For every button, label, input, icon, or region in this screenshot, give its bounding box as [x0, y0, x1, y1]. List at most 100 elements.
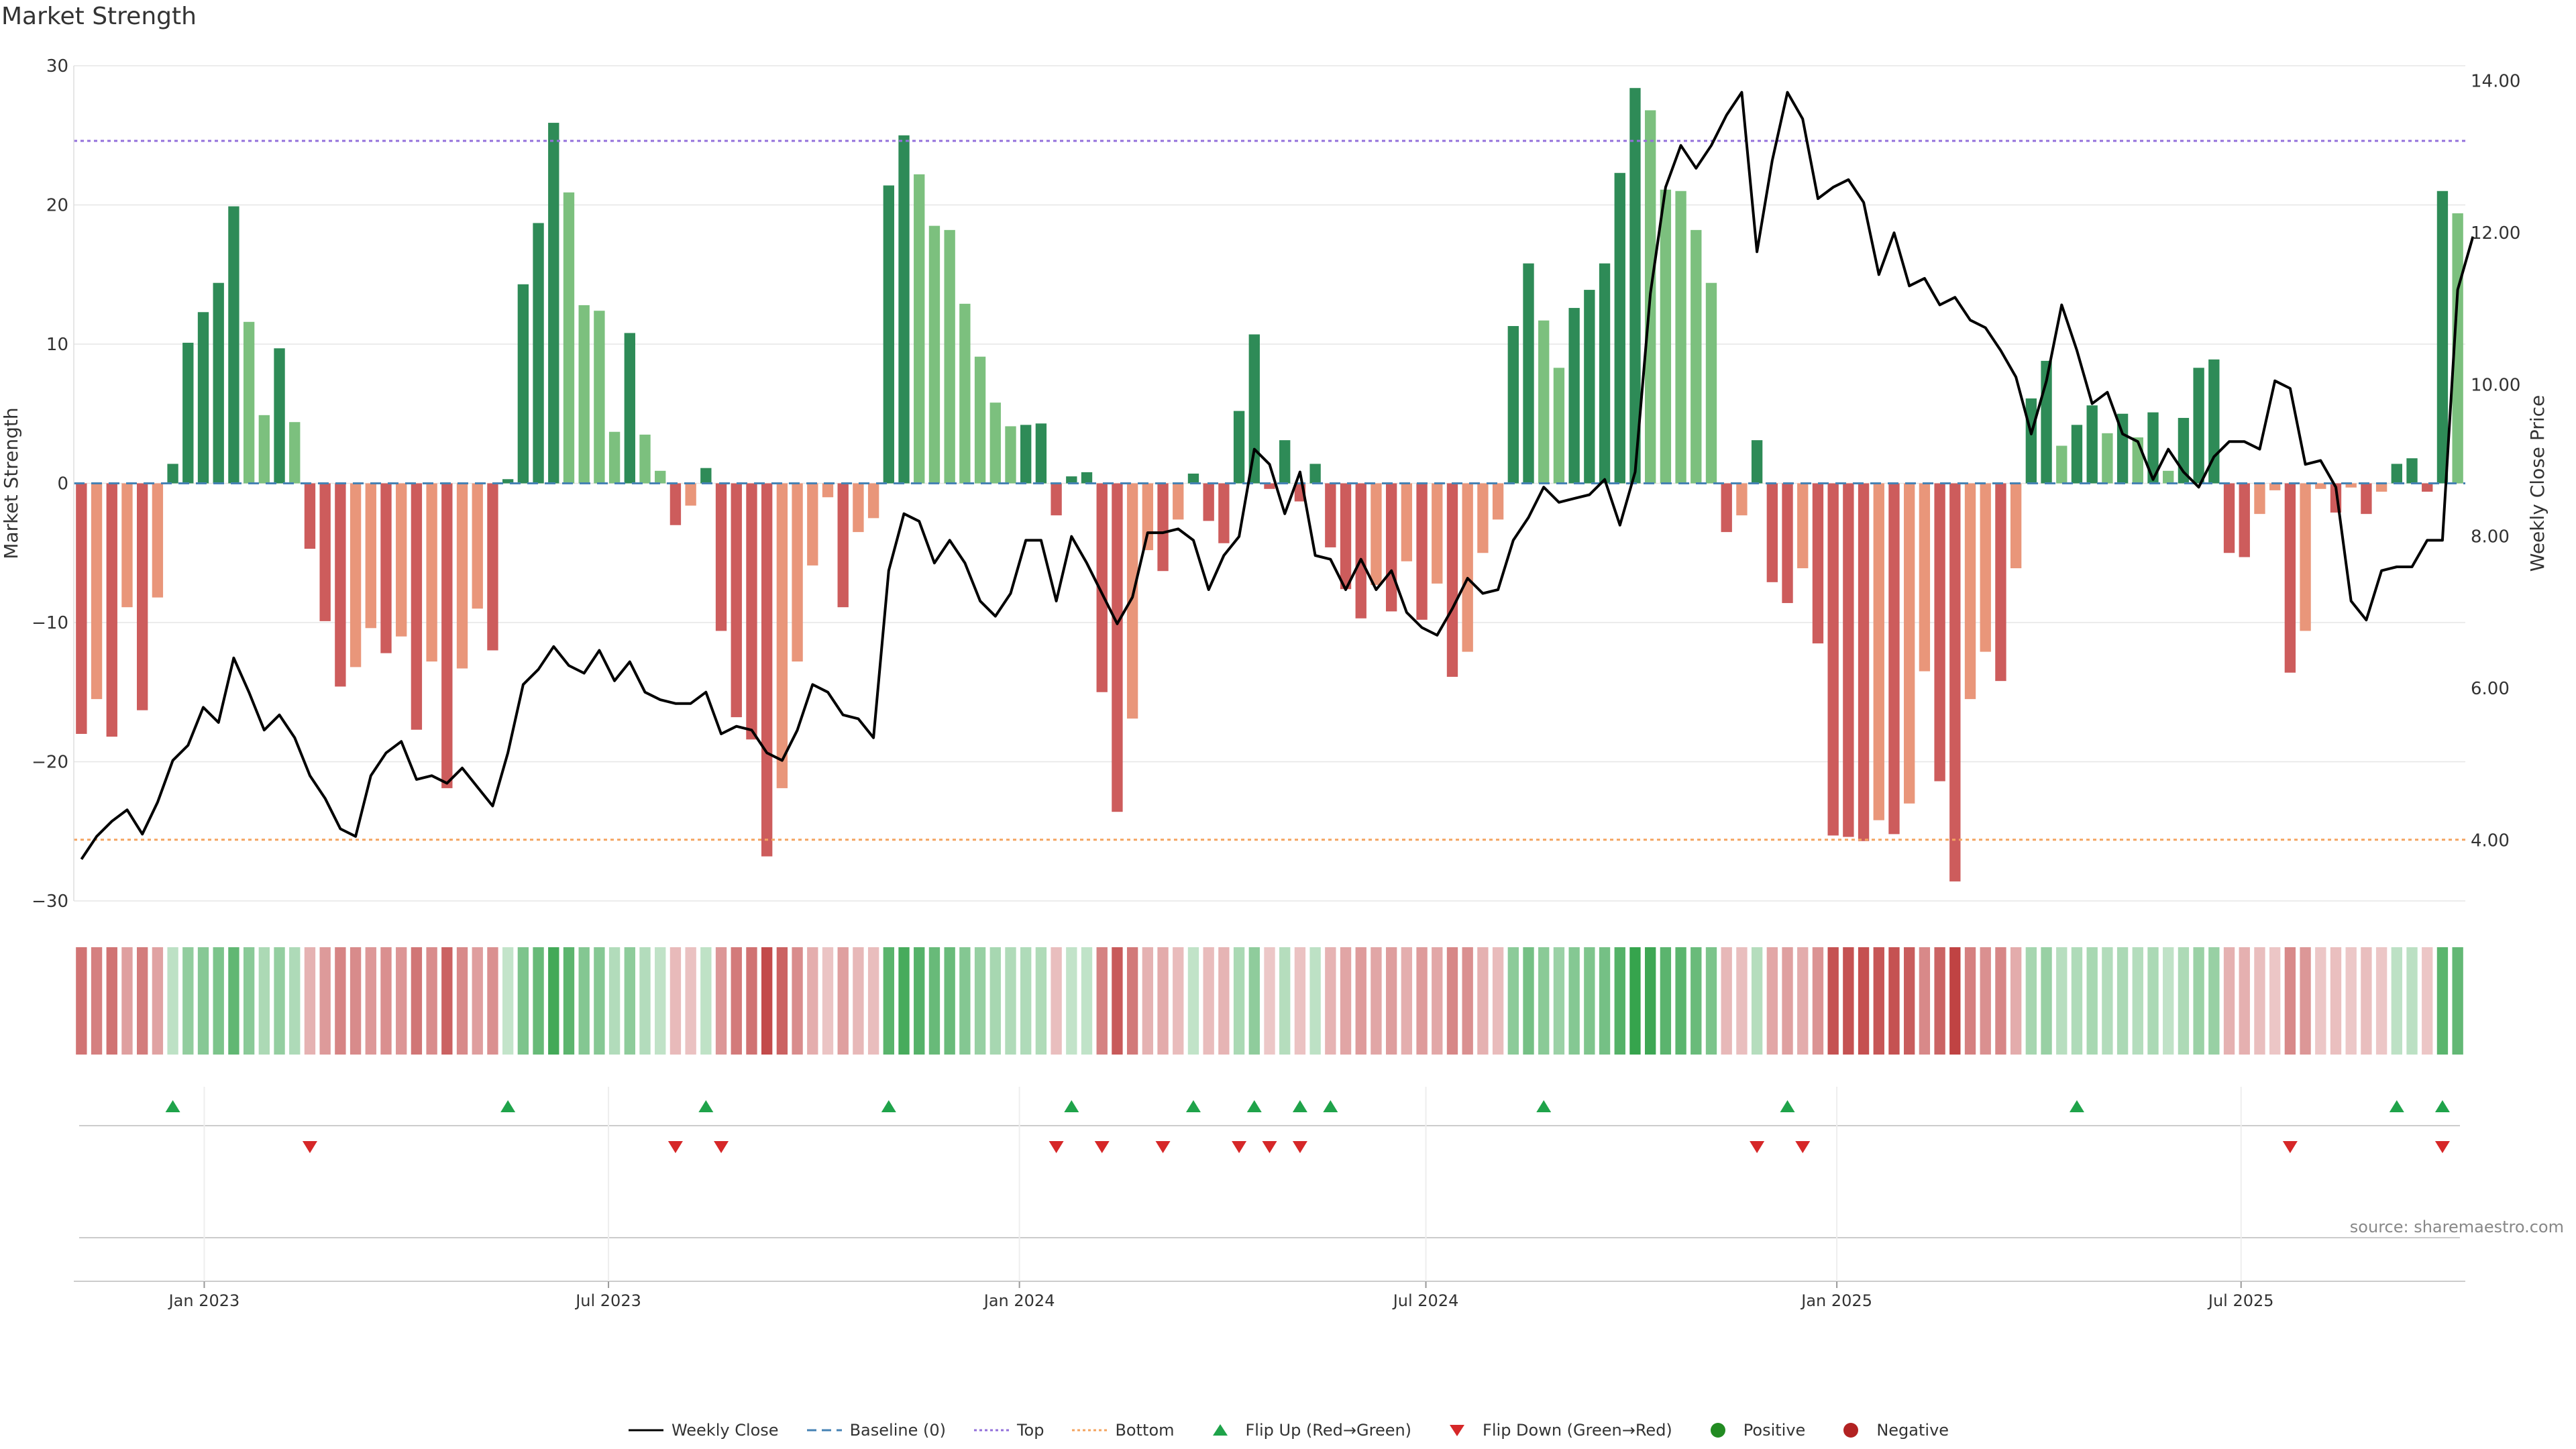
y-tick-label: 20: [46, 196, 68, 216]
legend-swatch: [1212, 1424, 1228, 1436]
strength-bar: [1203, 483, 1214, 521]
heat-cell: [883, 947, 894, 1055]
heat-cell: [1355, 947, 1366, 1055]
heat-cell: [655, 947, 666, 1055]
heat-cell: [685, 947, 696, 1055]
strength-bar: [1995, 483, 2006, 682]
heat-cell: [1096, 947, 1108, 1055]
strength-bar: [1005, 426, 1016, 484]
strength-bar: [1462, 483, 1473, 652]
flip-markers: [79, 1100, 2460, 1238]
heat-cell: [608, 947, 621, 1055]
strength-bar: [928, 225, 941, 484]
strength-bar: [274, 348, 285, 484]
strength-bar: [2147, 412, 2159, 484]
heat-cell: [121, 947, 133, 1055]
heat-cell: [2422, 947, 2433, 1055]
heat-cell: [1827, 947, 1839, 1055]
strength-bar: [335, 483, 346, 687]
strength-bar: [776, 483, 788, 788]
heat-cell: [289, 947, 301, 1055]
legend-label: Baseline (0): [849, 1421, 946, 1440]
heat-cell: [228, 947, 239, 1055]
heat-cell: [2025, 947, 2037, 1055]
chart-title: Market Strength: [1, 3, 197, 30]
heat-cell: [1081, 947, 1093, 1055]
heat-cell: [1751, 947, 1763, 1055]
strength-bar: [792, 483, 803, 662]
heat-cell: [1264, 947, 1275, 1055]
heat-cell: [533, 947, 544, 1055]
legend-label: Flip Up (Red→Green): [1245, 1421, 1412, 1440]
heat-cell: [517, 947, 529, 1055]
legend-item: Flip Up (Red→Green): [1201, 1421, 1412, 1440]
strength-bar: [197, 312, 209, 484]
flip-down-marker: [1049, 1141, 1064, 1153]
strength-bar: [639, 434, 651, 484]
strength-bar: [228, 206, 239, 484]
heat-cell: [1660, 947, 1672, 1055]
heat-cell: [426, 947, 437, 1055]
flip-up-marker: [1064, 1100, 1079, 1112]
heat-cell: [1203, 947, 1214, 1055]
y-right-tick-label: 4.00: [2471, 830, 2510, 851]
heat-cell: [380, 947, 392, 1055]
y-right-tick-label: 12.00: [2471, 223, 2520, 244]
strength-bar: [608, 431, 621, 484]
heat-cell: [197, 947, 209, 1055]
heat-cell: [837, 947, 849, 1055]
heat-cell: [1279, 947, 1291, 1055]
strength-bar: [2269, 483, 2281, 490]
flip-up-marker: [1292, 1100, 1307, 1112]
heat-cell: [2178, 947, 2190, 1055]
strength-bar: [350, 483, 362, 667]
flip-up-marker: [1185, 1100, 1201, 1112]
heat-cell: [2284, 947, 2296, 1055]
heat-cell: [2254, 947, 2265, 1055]
heat-cell: [2071, 947, 2083, 1055]
heat-cell: [944, 947, 955, 1055]
heat-cell: [2132, 947, 2143, 1055]
flip-down-marker: [1795, 1141, 1811, 1153]
legend-label: Top: [1016, 1421, 1044, 1440]
strength-bar: [1766, 483, 1778, 582]
strength-bar: [898, 135, 910, 484]
heat-cell: [396, 947, 407, 1055]
heat-cell: [974, 947, 986, 1055]
strength-bar: [1507, 326, 1519, 484]
flip-down-marker: [1292, 1141, 1307, 1153]
legend-item: Flip Down (Green→Red): [1438, 1421, 1672, 1440]
strength-bar: [1964, 483, 1976, 700]
strength-bar: [1797, 483, 1809, 569]
strength-bar: [137, 483, 148, 710]
flip-up-marker: [2434, 1100, 2450, 1112]
flip-down-marker: [2434, 1141, 2450, 1153]
legend-swatch: [1072, 1429, 1108, 1432]
heat-cell: [1766, 947, 1778, 1055]
legend-item: Positive: [1699, 1421, 1805, 1440]
heat-cell: [1858, 947, 1870, 1055]
heat-cell: [411, 947, 423, 1055]
weekly-close-line: [80, 91, 2475, 860]
strength-bar: [1385, 483, 1397, 612]
legend-label: Flip Down (Green→Red): [1483, 1421, 1672, 1440]
strength-bar: [1218, 483, 1230, 543]
strength-bar: [1629, 88, 1641, 484]
strength-bar: [1523, 263, 1534, 484]
strength-bar: [1858, 483, 1870, 841]
strength-bar: [2071, 425, 2083, 484]
strength-bar: [380, 483, 392, 653]
strength-bar: [1751, 440, 1763, 484]
chart-legend: Weekly Close Baseline (0) Top Bottom Flip Up…: [0, 1421, 2576, 1440]
heat-cell: [1157, 947, 1169, 1055]
heat-cell: [472, 947, 483, 1055]
strength-bar: [106, 483, 117, 737]
strength-bar: [1432, 483, 1443, 584]
heat-cell: [137, 947, 148, 1055]
strength-bar: [1690, 229, 1702, 484]
strength-bar: [563, 192, 575, 484]
x-tick-label: Jul 2023: [574, 1291, 641, 1310]
heat-cell: [1873, 947, 1884, 1055]
strength-bar: [289, 422, 301, 484]
strength-bar: [2102, 433, 2113, 484]
